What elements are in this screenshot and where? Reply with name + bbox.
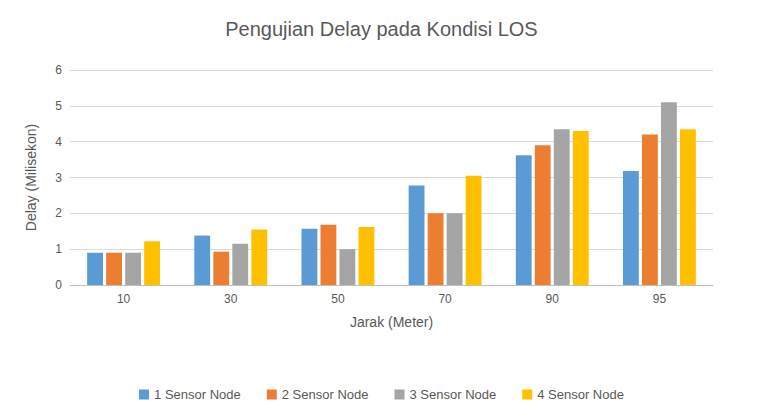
svg-text:95: 95 [653, 292, 667, 306]
svg-text:Delay (Milisekon): Delay (Milisekon) [23, 124, 39, 231]
svg-text:6: 6 [55, 63, 62, 77]
svg-text:3 Sensor Node: 3 Sensor Node [410, 387, 497, 402]
svg-text:70: 70 [438, 292, 452, 306]
svg-text:2 Sensor Node: 2 Sensor Node [282, 387, 369, 402]
svg-text:Pengujian Delay pada Kondisi L: Pengujian Delay pada Kondisi LOS [225, 18, 537, 40]
svg-text:2: 2 [55, 206, 62, 220]
svg-text:1: 1 [55, 242, 62, 256]
svg-text:0: 0 [55, 278, 62, 292]
svg-text:3: 3 [55, 171, 62, 185]
svg-text:90: 90 [546, 292, 560, 306]
svg-text:4 Sensor Node: 4 Sensor Node [537, 387, 624, 402]
svg-text:4: 4 [55, 135, 62, 149]
svg-text:1 Sensor Node: 1 Sensor Node [154, 387, 241, 402]
svg-text:50: 50 [331, 292, 345, 306]
svg-text:Jarak (Meter): Jarak (Meter) [350, 314, 433, 330]
svg-text:5: 5 [55, 99, 62, 113]
svg-text:30: 30 [224, 292, 238, 306]
svg-text:10: 10 [117, 292, 131, 306]
